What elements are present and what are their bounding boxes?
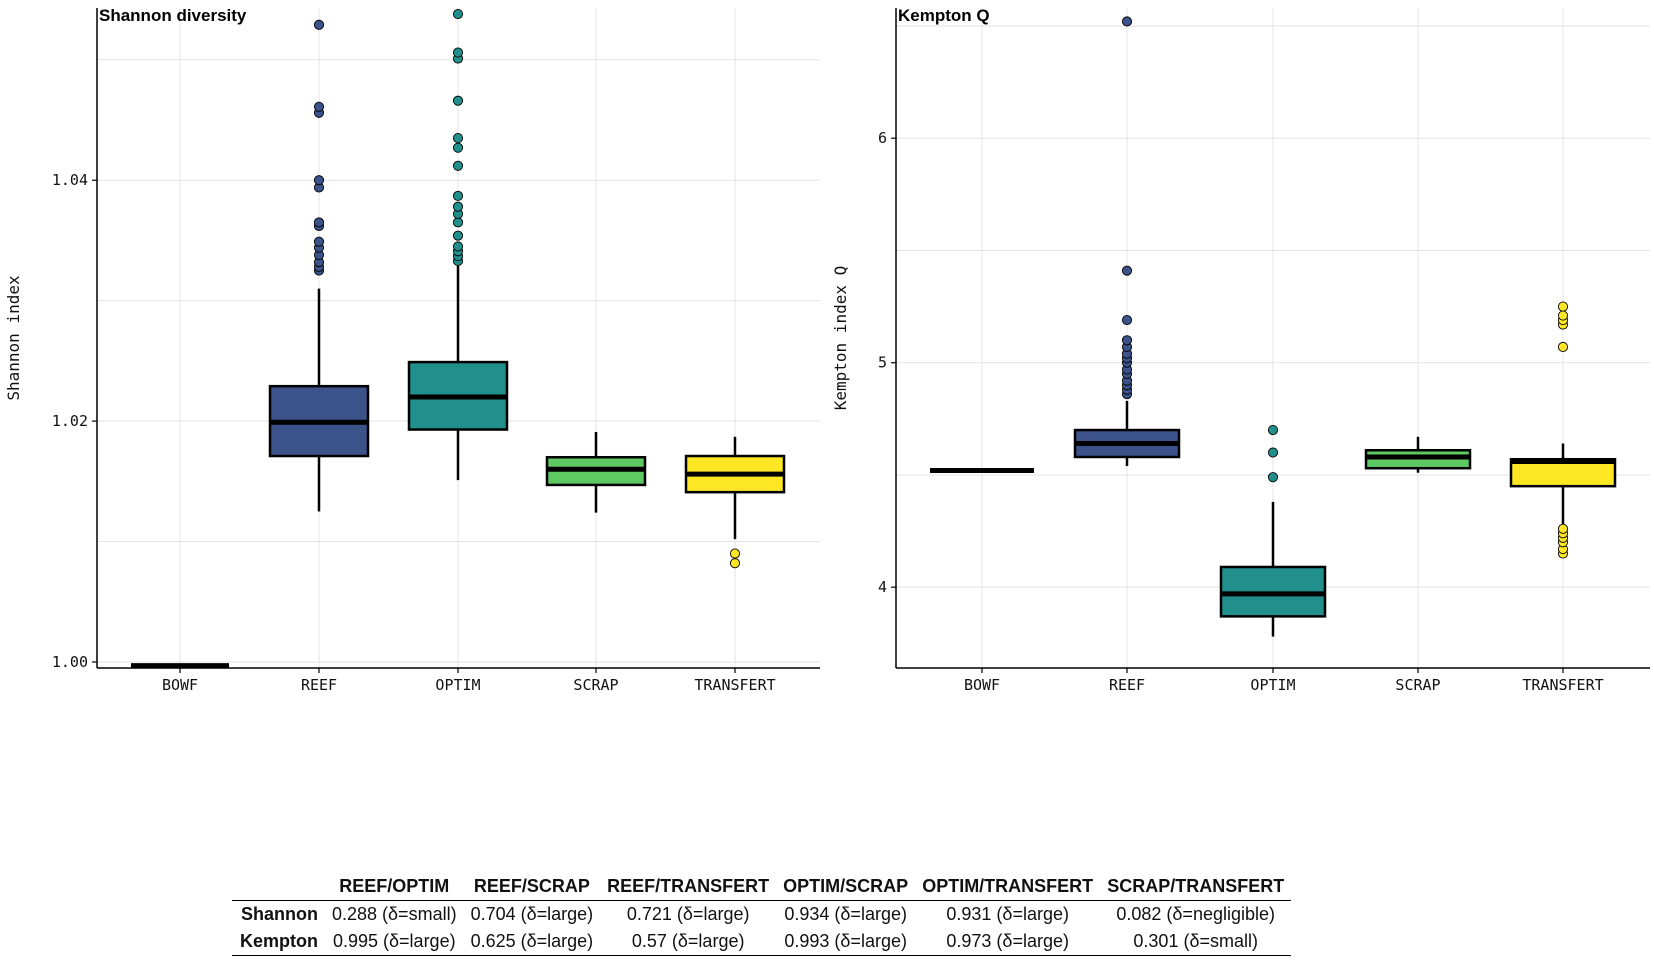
outlier-point xyxy=(452,201,464,212)
box-optim xyxy=(407,8,509,481)
box-scrap xyxy=(1364,436,1472,473)
charts-canvas: 1.00 1.02 1.04 BOWF REEF OPTIM SCRAP TRANSFERT S… xyxy=(4,6,1650,694)
x-tick-label-scrap: SCRAP xyxy=(1395,676,1440,694)
outlier-point xyxy=(452,142,464,153)
y-tick-label: 5 xyxy=(878,354,887,372)
table-cell: 0.082 (δ=negligible) xyxy=(1116,904,1275,924)
stats-table-header-row: REEF/OPTIM REEF/SCRAP REEF/TRANSFERT OPT… xyxy=(232,873,1292,901)
table-row-shannon: Shannon 0.288 (δ=small) 0.704 (δ=large) … xyxy=(232,901,1291,929)
table-cell: 0.625 (δ=large) xyxy=(470,931,594,951)
outlier-point xyxy=(1557,301,1569,312)
outlier-point xyxy=(1267,424,1279,436)
table-row-kempton: Kempton 0.995 (δ=large) 0.625 (δ=large) … xyxy=(232,928,1292,956)
outlier-point xyxy=(1557,310,1569,321)
header-cell-scrap-transfert: SCRAP/TRANSFERT xyxy=(1107,876,1285,896)
outlier-point xyxy=(729,558,741,569)
x-tick-label-transfert: TRANSFERT xyxy=(1522,676,1603,694)
outlier-point xyxy=(313,217,325,228)
outlier-point xyxy=(452,230,464,241)
table-cell: 0.931 (δ=large) xyxy=(946,904,1069,924)
outlier-point xyxy=(1121,265,1133,276)
outlier-point xyxy=(452,241,464,252)
outlier-point xyxy=(452,133,464,144)
header-cell-reef-optim: REEF/OPTIM xyxy=(339,876,450,896)
row-label: Kempton xyxy=(240,931,318,951)
outlier-point xyxy=(1267,472,1279,483)
table-cell: 0.288 (δ=small) xyxy=(332,904,457,924)
x-tick-label-scrap: SCRAP xyxy=(573,676,618,694)
x-tick-label-bowf: BOWF xyxy=(162,676,198,694)
y-tick-label: 4 xyxy=(878,578,887,596)
outlier-point xyxy=(313,236,325,247)
outlier-point xyxy=(313,175,325,186)
outlier-point xyxy=(1121,335,1133,346)
header-cell-optim-transfert: OPTIM/TRANSFERT xyxy=(922,876,1094,896)
header-cell-reef-scrap: REEF/SCRAP xyxy=(473,876,590,896)
row-label: Shannon xyxy=(241,904,318,924)
table-cell: 0.973 (δ=large) xyxy=(946,931,1069,951)
outlier-point xyxy=(452,190,464,201)
header-cell-blank xyxy=(232,873,325,901)
box-transfert xyxy=(1509,301,1617,559)
x-tick-label-reef: REEF xyxy=(1109,676,1145,694)
x-tick-label-optim: OPTIM xyxy=(435,676,480,694)
box-reef xyxy=(1073,16,1181,466)
chart-kempton-q: 4 5 6 BOWF REEF OPTIM SCRAP TRANSFERT Kempton in… xyxy=(831,6,1650,694)
outlier-point xyxy=(313,101,325,112)
box-transfert xyxy=(684,436,786,569)
table-cell: 0.995 (δ=large) xyxy=(332,931,456,951)
y-axis-label: Shannon index xyxy=(4,275,23,401)
table-cell: 0.301 (δ=small) xyxy=(1133,931,1258,951)
box-reef xyxy=(268,19,370,512)
outlier-point xyxy=(1557,341,1569,353)
outlier-point xyxy=(729,548,741,559)
outlier-point xyxy=(1121,314,1133,326)
table-cell: 0.993 (δ=large) xyxy=(784,931,907,951)
table-cell: 0.934 (δ=large) xyxy=(784,904,907,924)
x-tick-label-bowf: BOWF xyxy=(964,676,1000,694)
table-cell: 0.704 (δ=large) xyxy=(470,904,594,924)
x-tick-label-transfert: TRANSFERT xyxy=(694,676,775,694)
outlier-point xyxy=(1121,16,1133,27)
outlier-point xyxy=(452,47,464,58)
x-tick-label-optim: OPTIM xyxy=(1250,676,1295,694)
chart-title: Kempton Q xyxy=(898,6,990,25)
x-tick-label-reef: REEF xyxy=(301,676,337,694)
y-tick-label: 1.02 xyxy=(52,412,88,430)
outlier-point xyxy=(1267,447,1279,458)
outlier-point xyxy=(1557,523,1569,534)
chart-shannon-diversity: 1.00 1.02 1.04 BOWF REEF OPTIM SCRAP TRANSFERT S… xyxy=(4,6,820,694)
box-scrap xyxy=(545,431,647,513)
outlier-point xyxy=(313,19,325,30)
chart-title: Shannon diversity xyxy=(99,6,247,25)
stats-table: REEF/OPTIM REEF/SCRAP REEF/TRANSFERT OPT… xyxy=(232,873,1292,956)
table-cell: 0.57 (δ=large) xyxy=(631,931,745,951)
y-tick-label: 1.04 xyxy=(52,171,88,189)
outlier-point xyxy=(452,8,464,20)
box-optim xyxy=(1219,424,1327,637)
outlier-point xyxy=(452,217,464,228)
table-cell: 0.721 (δ=large) xyxy=(626,904,750,924)
y-axis-label: Kempton index Q xyxy=(831,266,850,411)
header-cell-optim-scrap: OPTIM/SCRAP xyxy=(783,876,909,896)
y-tick-label: 6 xyxy=(878,129,887,147)
outlier-point xyxy=(452,160,464,171)
header-cell-reef-transfert: REEF/TRANSFERT xyxy=(607,876,770,896)
outlier-point xyxy=(452,95,464,106)
y-tick-label: 1.00 xyxy=(52,653,88,671)
